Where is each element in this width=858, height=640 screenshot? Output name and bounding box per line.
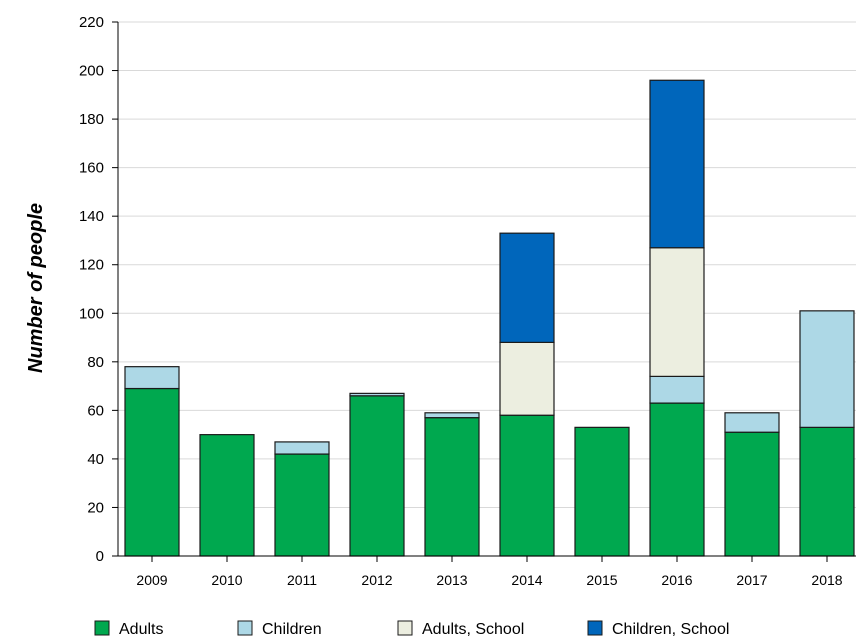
legend-swatch-adults-school [397, 620, 413, 636]
legend: Adults Children Adults, School Children, Sc… [94, 620, 729, 638]
y-tick-label: 160 [79, 160, 104, 177]
y-tick-label: 120 [79, 257, 104, 274]
bar-segment-adults-2018 [799, 426, 855, 557]
y-tick-label: 20 [87, 499, 104, 516]
bar-segment-adults-2009 [124, 387, 180, 557]
bar-segment-adults-2017 [724, 431, 780, 557]
bar-segment-children-school-2014 [499, 232, 555, 344]
bar-segment-children-school-2016 [649, 79, 705, 249]
y-tick-label: 140 [79, 208, 104, 225]
bar-segment-children-2012 [349, 392, 405, 397]
bar-segment-adults-2016 [649, 402, 705, 557]
y-tick-label: 80 [87, 354, 104, 371]
x-tick-label: 2013 [436, 572, 467, 588]
bar-segment-adults-2013 [424, 417, 480, 557]
bar-segment-children-2016 [649, 375, 705, 404]
bar-segment-children-2018 [799, 310, 855, 428]
legend-label: Adults, School [422, 621, 524, 638]
bar-segment-children-2017 [724, 412, 780, 433]
bar-segment-adults-school-2016 [649, 247, 705, 377]
y-tick-label: 220 [79, 14, 104, 31]
bar-segment-children-2013 [424, 412, 480, 419]
bar-segment-adults-2014 [499, 414, 555, 557]
y-tick-label: 60 [87, 402, 104, 419]
legend-label: Children [262, 621, 322, 638]
bar-segment-adults-2011 [274, 453, 330, 557]
bar-segment-adults-2010 [199, 434, 255, 557]
bar-segment-children-2011 [274, 441, 330, 455]
bar-segment-children-2009 [124, 366, 180, 390]
y-axis-title: Number of people [25, 203, 47, 373]
x-tick-label: 2018 [811, 572, 842, 588]
bar-segment-adults-2012 [349, 395, 405, 557]
x-tick-label: 2017 [736, 572, 767, 588]
axes: 0 20 40 60 80 100 120 140 160 180 200 220 2009 2010 20… [79, 14, 856, 588]
bar-segment-adults-2015 [574, 426, 630, 557]
y-tick-label: 200 [79, 63, 104, 80]
x-tick-label: 2012 [361, 572, 392, 588]
x-tick-label: 2009 [136, 572, 167, 588]
x-tick-label: 2010 [211, 572, 242, 588]
x-tick-label: 2016 [661, 572, 692, 588]
x-tick-label: 2015 [586, 572, 617, 588]
y-tick-label: 40 [87, 451, 104, 468]
legend-swatch-children-school [587, 620, 603, 636]
legend-swatch-adults [94, 620, 110, 636]
y-tick-label: 100 [79, 305, 104, 322]
x-tick-label: 2014 [511, 572, 542, 588]
y-tick-label: 180 [79, 111, 104, 128]
y-tick-label: 0 [96, 548, 104, 565]
legend-label: Adults [119, 621, 163, 638]
x-tick-label: 2011 [287, 572, 317, 588]
bars [124, 79, 855, 557]
bar-segment-adults-school-2014 [499, 341, 555, 416]
legend-label: Children, School [612, 621, 729, 638]
legend-swatch-children [237, 620, 253, 636]
